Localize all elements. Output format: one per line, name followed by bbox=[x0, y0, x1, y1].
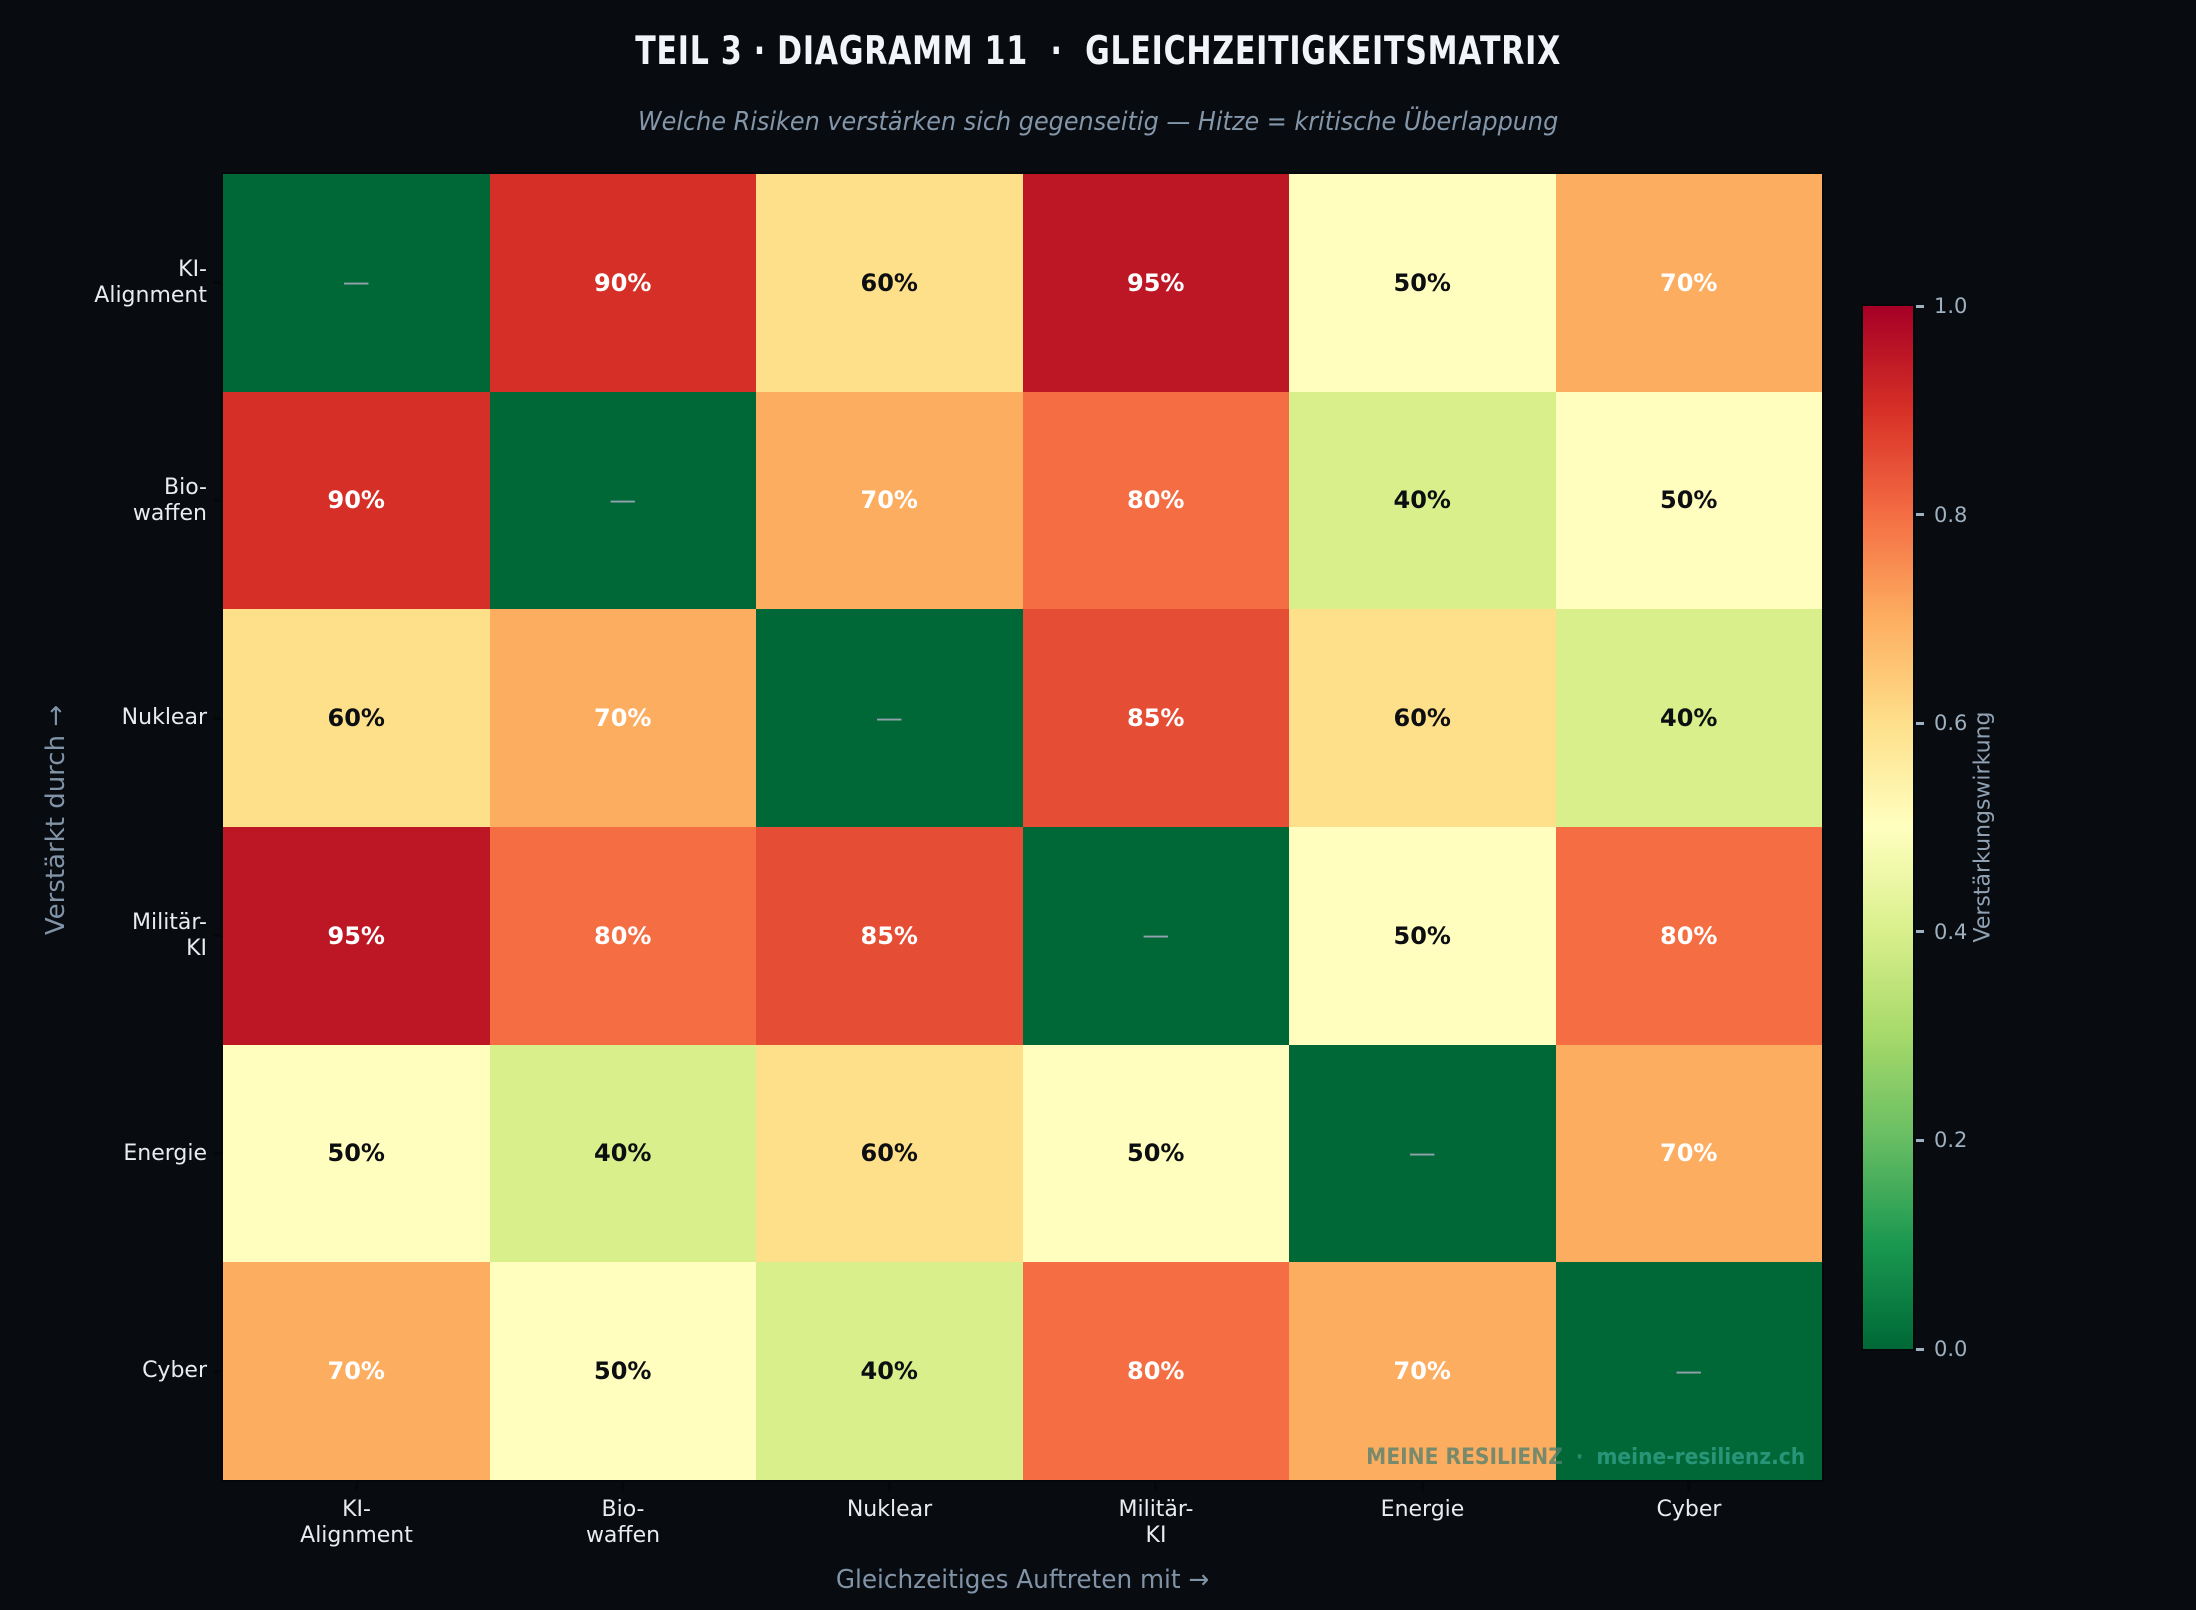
y-tick bbox=[213, 934, 223, 938]
heatmap-cell: 95% bbox=[1022, 174, 1289, 392]
x-tick bbox=[354, 1481, 358, 1491]
heatmap-cell: — bbox=[1555, 1262, 1822, 1480]
y-tick bbox=[213, 1369, 223, 1373]
chart-title: TEIL 3 · DIAGRAMM 11 · GLEICHZEITIGKEITS… bbox=[0, 29, 2196, 74]
heatmap-cell: 70% bbox=[489, 609, 756, 827]
heatmap-cell: 90% bbox=[489, 174, 756, 392]
colorbar-tick-label: 0.8 bbox=[1934, 502, 1968, 527]
heatmap-cell: 40% bbox=[489, 1044, 756, 1263]
heatmap-cell: — bbox=[1289, 1044, 1556, 1263]
x-tick bbox=[1420, 1481, 1424, 1491]
colorbar-tick bbox=[1916, 721, 1924, 725]
heatmap-cell: 80% bbox=[1022, 1262, 1289, 1480]
x-tick-label: Energie bbox=[1380, 1497, 1465, 1522]
heatmap-cell: 50% bbox=[489, 1262, 756, 1480]
y-tick-label: KI- Alignment bbox=[94, 256, 207, 308]
heatmap-cell: 90% bbox=[223, 391, 490, 610]
x-tick bbox=[1154, 1481, 1158, 1491]
heatmap-cell: 70% bbox=[223, 1262, 490, 1480]
heatmap-cell: 50% bbox=[1289, 174, 1556, 392]
x-tick-label: Militär- KI bbox=[1118, 1497, 1194, 1548]
colorbar-tick bbox=[1916, 930, 1924, 934]
x-axis-label-text: Gleichzeitiges Auftreten mit → bbox=[835, 1565, 1210, 1595]
heatmap-cell: 70% bbox=[1555, 1044, 1822, 1263]
heatmap-grid: —90% 60% 95% 50% 70% 90% —70% 80% 40% 50% 60% 70% —8… bbox=[221, 172, 1824, 1482]
chart-title-text: TEIL 3 · DIAGRAMM 11 · GLEICHZEITIGKEITS… bbox=[635, 29, 1561, 74]
colorbar-tick bbox=[1916, 1138, 1924, 1142]
x-tick bbox=[621, 1481, 625, 1491]
colorbar-tick bbox=[1916, 513, 1924, 517]
x-tick-label: Cyber bbox=[1656, 1497, 1722, 1522]
chart-subtitle-text: Welche Risiken verstärken sich gegenseit… bbox=[637, 107, 1559, 137]
colorbar-label: Verstärkungswirkung bbox=[1970, 711, 1996, 943]
watermark-text: MEINE RESILIENZ · meine-resilienz.ch bbox=[1366, 1445, 1805, 1470]
heatmap-cell: 50% bbox=[1555, 391, 1822, 610]
heatmap-cell: 70% bbox=[756, 391, 1023, 610]
heatmap-cell: 50% bbox=[1022, 1044, 1289, 1263]
x-axis-label: Gleichzeitiges Auftreten mit → bbox=[0, 1565, 2045, 1595]
y-tick-label: Energie bbox=[123, 1140, 207, 1166]
heatmap-cell: 60% bbox=[223, 609, 490, 827]
heatmap-cell: — bbox=[756, 609, 1023, 827]
heatmap-cell: 95% bbox=[223, 827, 490, 1045]
heatmap-cell: — bbox=[489, 391, 756, 610]
heatmap-cell: 80% bbox=[489, 827, 756, 1045]
y-tick bbox=[213, 499, 223, 502]
heatmap-cell: 70% bbox=[1289, 1262, 1556, 1480]
x-tick bbox=[1687, 1481, 1691, 1491]
y-tick bbox=[213, 716, 223, 720]
y-axis-label: Verstärkt durch → bbox=[41, 704, 71, 936]
watermark-site: meine-resilienz.ch bbox=[1596, 1445, 1805, 1470]
heatmap-cell: 60% bbox=[756, 1044, 1023, 1263]
x-tick-label: KI- Alignment bbox=[300, 1497, 413, 1548]
y-tick bbox=[213, 281, 223, 285]
y-tick-label: Cyber bbox=[142, 1358, 207, 1384]
heatmap-cell: — bbox=[1022, 827, 1289, 1045]
x-tick-label: Nuklear bbox=[846, 1497, 933, 1522]
y-tick-label: Militär- KI bbox=[131, 909, 207, 961]
y-tick-label: Nuklear bbox=[121, 705, 207, 731]
watermark: MEINE RESILIENZ · meine-resilienz.ch bbox=[0, 1445, 1805, 1470]
colorbar-tick bbox=[1916, 1347, 1924, 1351]
x-tick-label: Bio- waffen bbox=[585, 1497, 661, 1548]
colorbar-tick-label: 0.0 bbox=[1934, 1337, 1968, 1361]
heatmap-cell: 40% bbox=[1555, 609, 1822, 827]
heatmap-cell: 85% bbox=[1022, 609, 1289, 827]
heatmap-cell: 40% bbox=[1289, 391, 1556, 610]
heatmap-cell: 80% bbox=[1555, 827, 1822, 1045]
watermark-separator: · bbox=[1575, 1445, 1584, 1470]
colorbar-tick-label: 0.2 bbox=[1934, 1128, 1968, 1153]
y-tick bbox=[213, 1152, 223, 1155]
heatmap-cell: 60% bbox=[756, 174, 1023, 392]
x-tick bbox=[887, 1481, 891, 1491]
heatmap-cell: 50% bbox=[223, 1044, 490, 1263]
heatmap-cell: 50% bbox=[1289, 827, 1556, 1045]
heatmap-cell: 80% bbox=[1022, 391, 1289, 610]
heatmap-cell: 70% bbox=[1555, 174, 1822, 392]
colorbar bbox=[1861, 304, 1915, 1351]
colorbar-tick-label: 1.0 bbox=[1934, 294, 1968, 318]
colorbar-tick-label: 0.4 bbox=[1934, 919, 1968, 944]
colorbar-tick-label: 0.6 bbox=[1934, 711, 1968, 736]
heatmap-cell: 60% bbox=[1289, 609, 1556, 827]
chart-subtitle: Welche Risiken verstärken sich gegenseit… bbox=[0, 107, 2196, 137]
watermark-brand: MEINE RESILIENZ bbox=[1365, 1445, 1563, 1470]
heatmap-cell: 85% bbox=[756, 827, 1023, 1045]
heatmap-cell: — bbox=[223, 174, 490, 392]
y-tick-label: Bio- waffen bbox=[132, 474, 207, 526]
heatmap-cell: 40% bbox=[756, 1262, 1023, 1480]
colorbar-tick bbox=[1916, 304, 1924, 308]
